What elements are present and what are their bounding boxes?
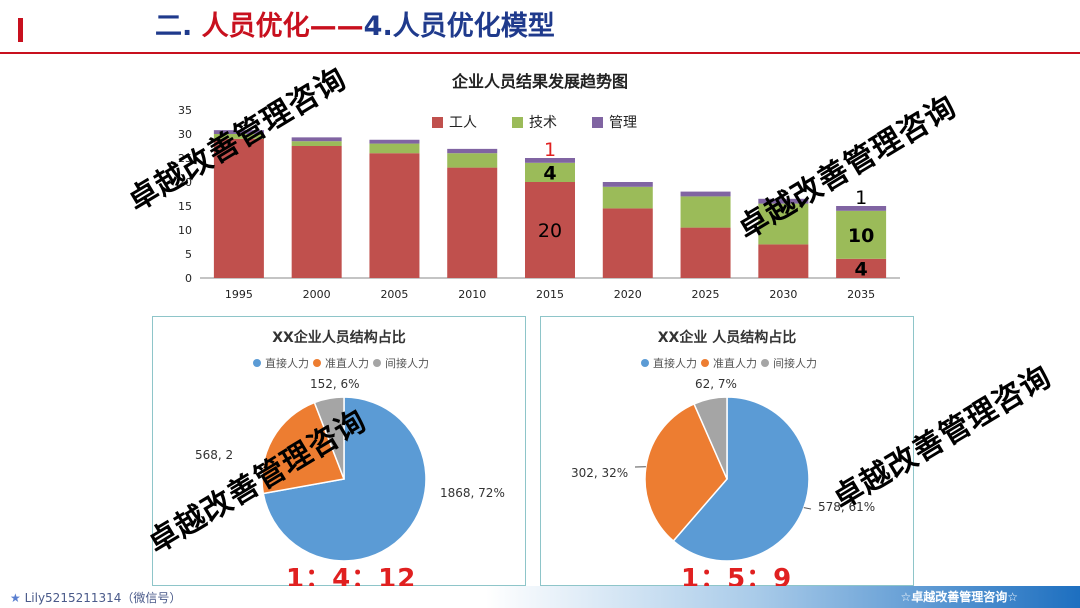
- pie-data-label-0: 1868, 72%: [440, 486, 505, 500]
- bar-segment-工人-2035: [836, 258, 887, 278]
- data-label-2015-工人: 20: [538, 220, 562, 242]
- pie-legend-marker-间接人力: [373, 359, 381, 367]
- data-label-2015-技术: 4: [543, 162, 556, 184]
- y-tick-label-3: 15: [178, 200, 192, 213]
- y-tick-label-7: 35: [178, 104, 192, 117]
- pie-data-label-1: 302, 32%: [571, 466, 628, 480]
- pie-data-label-2: 62, 7%: [695, 377, 737, 391]
- title-number: 4.: [363, 11, 393, 42]
- bar-segment-技术-2030: [758, 203, 809, 245]
- bar-segment-工人-2030: [758, 244, 809, 278]
- pie-legend-label-准直人力: 准直人力: [713, 356, 757, 370]
- bar-segment-工人-2025: [680, 227, 731, 278]
- pie-legend-marker-准直人力: [701, 359, 709, 367]
- pie-legend-marker-准直人力: [313, 359, 321, 367]
- y-tick-label-5: 25: [178, 152, 192, 165]
- bar-segment-技术-2015: [525, 162, 575, 182]
- bar-segment-管理-2025: [680, 191, 731, 197]
- bar-segment-管理-2000: [291, 137, 342, 142]
- x-tick-label-2015: 2015: [536, 288, 564, 301]
- x-tick-label-2000: 2000: [303, 288, 331, 301]
- header-divider: [0, 52, 1080, 54]
- bar-segment-工人-2005: [369, 153, 420, 278]
- bar-segment-技术-2035: [836, 210, 887, 259]
- bar-segment-技术-2000: [291, 141, 342, 146]
- bar-chart-title: 企业人员结果发展趋势图: [451, 72, 628, 91]
- title-prefix: 二.: [155, 11, 202, 42]
- header-accent-bar: [18, 18, 23, 42]
- pie-legend-marker-间接人力: [761, 359, 769, 367]
- bar-segment-技术-2005: [369, 143, 420, 154]
- pie-legend-marker-直接人力: [641, 359, 649, 367]
- bar-segment-管理-2010: [447, 148, 498, 154]
- pie-legend-label-直接人力: 直接人力: [265, 356, 309, 370]
- x-tick-label-2030: 2030: [769, 288, 797, 301]
- bar-segment-管理-2030: [758, 198, 809, 204]
- pie-legend-marker-直接人力: [253, 359, 261, 367]
- pie-slice-间接人力: [313, 396, 345, 480]
- footer-wechat: ★ Lily5215211314（微信号）: [10, 589, 181, 606]
- bar-segment-技术-2020: [602, 186, 653, 209]
- pie-legend-label-直接人力: 直接人力: [653, 356, 697, 370]
- pie-data-label-1: 568, 2: [195, 448, 233, 462]
- data-label-2035-管理: 1: [855, 187, 867, 209]
- bar-segment-工人-2000: [291, 146, 342, 278]
- y-tick-label-2: 10: [178, 224, 192, 237]
- legend-label-工人: 工人: [449, 115, 477, 131]
- pie-slice-间接人力: [693, 396, 728, 480]
- pie-legend-label-准直人力: 准直人力: [325, 356, 369, 370]
- x-tick-label-2035: 2035: [847, 288, 875, 301]
- pie-slice-直接人力: [672, 396, 810, 562]
- bar-segment-管理-2035: [836, 206, 887, 211]
- pie-legend-label-间接人力: 间接人力: [385, 357, 429, 370]
- x-tick-label-2025: 2025: [692, 288, 720, 301]
- bar-segment-管理-2015: [525, 158, 575, 163]
- pie-slice-准直人力: [261, 401, 346, 495]
- y-tick-label-1: 5: [185, 248, 192, 261]
- x-tick-label-1995: 1995: [225, 288, 253, 301]
- x-tick-label-2020: 2020: [614, 288, 642, 301]
- title-part1: 人员优化——: [201, 11, 364, 42]
- pie-legend-label-间接人力: 间接人力: [773, 357, 817, 370]
- bar-segment-管理-2020: [602, 182, 653, 187]
- bar-segment-工人-2020: [602, 208, 653, 278]
- pie-leader-line-0: [803, 507, 812, 510]
- data-label-2035-工人: 4: [854, 258, 867, 280]
- legend-swatch-工人: [432, 117, 443, 128]
- bar-segment-管理-2005: [369, 139, 420, 144]
- y-tick-label-0: 0: [185, 272, 192, 285]
- star-icon: ★: [10, 591, 21, 605]
- legend-swatch-管理: [592, 117, 603, 128]
- data-label-2035-技术: 10: [848, 225, 874, 247]
- legend-label-管理: 管理: [609, 115, 637, 131]
- footer-brand: ☆卓越改善管理咨询☆: [900, 590, 1018, 604]
- bar-segment-管理-1995: [213, 130, 264, 134]
- pie-title: XX企业人员结构占比: [272, 329, 406, 346]
- bar-segment-技术-2010: [447, 153, 498, 168]
- legend-swatch-技术: [512, 117, 523, 128]
- data-label-2015-管理: 1: [544, 139, 556, 161]
- pie-chart-box-2: XX企业 人员结构占比直接人力 准直人力 间接人力 578, 61% 302, 32% 6…: [540, 316, 914, 586]
- bar-segment-工人-1995: [213, 138, 264, 278]
- pie-chart-box-1: XX企业人员结构占比直接人力 准直人力 间接人力 1868, 72% 568, 2 152…: [152, 316, 526, 586]
- bar-segment-工人-2015: [525, 182, 575, 278]
- bar-segment-技术-1995: [213, 134, 264, 139]
- pie-data-label-0: 578, 61%: [818, 500, 875, 514]
- footer-left-text: Lily5215211314（微信号）: [24, 591, 182, 605]
- y-tick-label-4: 20: [178, 176, 192, 189]
- footer-bar: [0, 586, 1080, 608]
- bar-segment-技术-2025: [680, 196, 731, 228]
- y-tick-label-6: 30: [178, 128, 192, 141]
- bar-segment-工人-2010: [447, 167, 498, 278]
- pie-title: XX企业 人员结构占比: [658, 329, 796, 346]
- x-tick-label-2005: 2005: [380, 288, 408, 301]
- pie-data-label-2: 152, 6%: [310, 377, 360, 391]
- title-part2: 人员优化模型: [392, 11, 555, 42]
- legend-label-技术: 技术: [529, 115, 557, 131]
- page-title: 二. 人员优化——4.人员优化模型: [155, 8, 555, 46]
- x-tick-label-2010: 2010: [458, 288, 486, 301]
